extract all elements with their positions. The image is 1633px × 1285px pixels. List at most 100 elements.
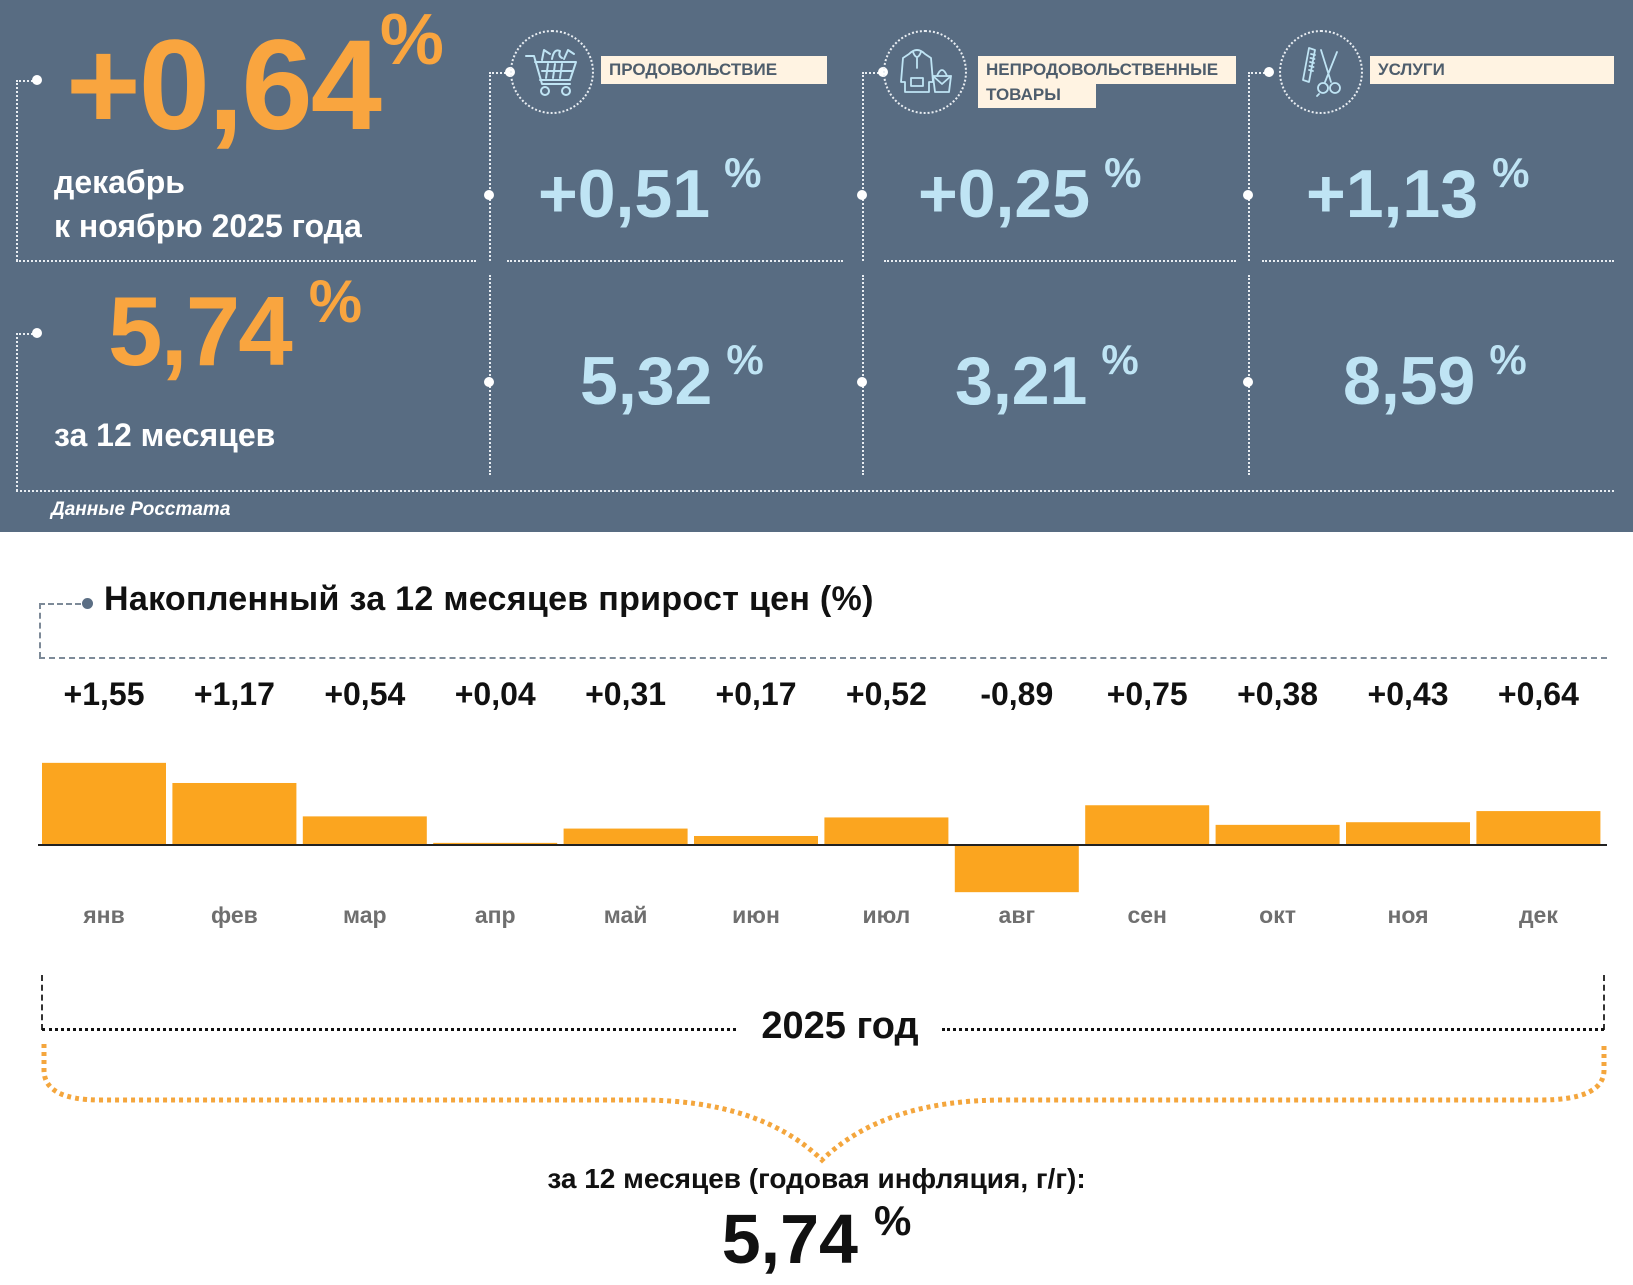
bar-июн xyxy=(694,835,818,845)
month-label: авг xyxy=(998,902,1036,928)
annual-value-unit: % xyxy=(1489,336,1527,383)
connector-node xyxy=(1243,377,1253,387)
bracket-right-edge xyxy=(1603,975,1605,1030)
bar-окт xyxy=(1215,824,1340,845)
annual-value-number: 5,32 xyxy=(580,343,713,419)
annual-value-number: 3,21 xyxy=(955,343,1088,419)
comb-scissors-icon xyxy=(1279,30,1363,114)
annual-inflation-headline: 5,74% xyxy=(108,272,362,381)
chart-title: Накопленный за 12 месяцев прирост цен (%… xyxy=(104,580,874,618)
category-annual-value: 3,21% xyxy=(955,339,1139,416)
title-connector xyxy=(39,603,41,658)
bar-сен xyxy=(1085,805,1210,845)
connector-node xyxy=(1243,190,1253,200)
annual-inflation-summary: 5,74% xyxy=(0,1200,1633,1275)
month-label: окт xyxy=(1259,902,1296,928)
title-connector xyxy=(39,603,81,605)
bottom-separator xyxy=(16,490,1614,492)
bar-янв xyxy=(42,762,166,845)
value-label: +0,38 xyxy=(1237,676,1319,712)
monthly-value-unit: % xyxy=(1104,149,1142,196)
row-separator xyxy=(884,260,1236,262)
value-label: +0,64 xyxy=(1497,676,1579,712)
value-label: +0,54 xyxy=(324,676,406,712)
connector-node xyxy=(484,190,494,200)
summary-value: 5,74 xyxy=(721,1200,858,1278)
annual-inflation-unit: % xyxy=(308,268,363,335)
summary-caption: за 12 месяцев (годовая инфляция, г/г): xyxy=(547,1163,1086,1194)
period-label: 2025 год xyxy=(761,1005,919,1047)
month-label: мар xyxy=(343,902,387,928)
title-underline xyxy=(39,657,1607,659)
column-divider xyxy=(862,275,864,475)
bar-chart xyxy=(38,762,1607,893)
value-label: +0,75 xyxy=(1106,676,1188,712)
row-separator xyxy=(1262,260,1614,262)
connector-line xyxy=(16,80,36,82)
category-monthly-value: +1,13% xyxy=(1306,152,1529,229)
month-label: сен xyxy=(1127,902,1167,928)
connector-node xyxy=(857,190,867,200)
category-annual-value: 8,59% xyxy=(1343,339,1527,416)
annual-inflation-value: 5,74 xyxy=(108,276,293,386)
monthly-caption: декабрь к ноябрю 2025 года xyxy=(54,160,362,248)
month-label: фев xyxy=(211,902,258,928)
category-label: ПРОДОВОЛЬСТВИЕ xyxy=(601,56,827,84)
value-label: +0,17 xyxy=(715,676,797,712)
bar-апр xyxy=(433,842,558,845)
curly-brace xyxy=(41,1044,1607,1164)
connector-node xyxy=(484,377,494,387)
category-monthly-value: +0,51% xyxy=(538,152,761,229)
monthly-caption-line2: к ноябрю 2025 года xyxy=(54,208,362,244)
monthly-inflation-value: +0,64 xyxy=(66,14,382,157)
monthly-inflation-unit: % xyxy=(379,0,444,80)
value-label: +0,52 xyxy=(845,676,927,712)
column-divider xyxy=(489,72,491,261)
monthly-value-number: +1,13 xyxy=(1306,156,1479,232)
summary-unit: % xyxy=(873,1197,912,1244)
category-annual-value: 5,32% xyxy=(580,339,764,416)
monthly-value-unit: % xyxy=(1492,149,1530,196)
row-separator xyxy=(16,260,476,262)
bracket-left-edge xyxy=(41,975,43,1030)
monthly-caption-line1: декабрь xyxy=(54,164,185,200)
value-label: +0,04 xyxy=(454,676,536,712)
bar-май xyxy=(563,828,688,845)
connector-node xyxy=(32,75,42,85)
connector-line xyxy=(489,72,509,74)
category-label: УСЛУГИ xyxy=(1370,56,1614,84)
month-label: июн xyxy=(732,902,780,928)
row-separator xyxy=(507,260,843,262)
data-source: Данные Росстата xyxy=(51,499,231,520)
bracket-line-left xyxy=(42,1028,736,1031)
bar-ноя xyxy=(1346,822,1470,845)
bar-авг xyxy=(954,845,1079,893)
monthly-value-number: +0,51 xyxy=(538,156,711,232)
annual-caption: за 12 месяцев xyxy=(54,417,276,453)
annual-value-unit: % xyxy=(1101,336,1139,383)
monthly-value-unit: % xyxy=(724,149,762,196)
bar-фев xyxy=(172,782,297,845)
bar-июл xyxy=(824,817,949,845)
value-label: +1,55 xyxy=(63,676,145,712)
bar-дек xyxy=(1476,811,1601,845)
connector-node xyxy=(1264,67,1274,77)
title-bullet xyxy=(82,598,93,609)
column-divider xyxy=(489,275,491,475)
connector-node xyxy=(857,377,867,387)
month-label: июл xyxy=(862,902,911,928)
monthly-value-number: +0,25 xyxy=(918,156,1091,232)
bar-мар xyxy=(302,816,427,845)
category-label-line2: ТОВАРЫ xyxy=(978,84,1096,108)
connector-line xyxy=(1248,72,1268,74)
value-label: +0,31 xyxy=(585,676,667,712)
annual-value-unit: % xyxy=(726,336,764,383)
value-label: -0,89 xyxy=(980,676,1054,712)
month-label: дек xyxy=(1518,902,1558,928)
value-label: +1,17 xyxy=(193,676,275,712)
monthly-inflation-headline: +0,64% xyxy=(66,4,444,150)
shopping-cart-icon xyxy=(510,30,594,114)
clothing-bag-icon xyxy=(883,30,967,114)
annual-value-number: 8,59 xyxy=(1343,343,1476,419)
